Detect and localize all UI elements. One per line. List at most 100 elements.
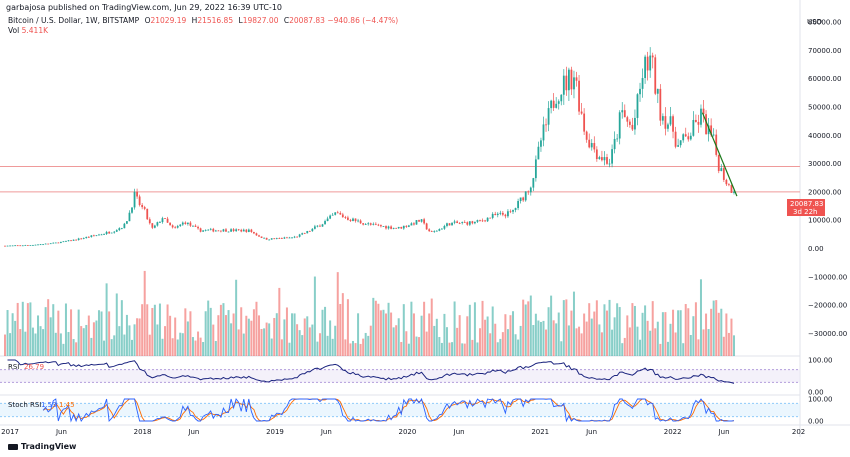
- volume-bar: [491, 306, 494, 356]
- volume-bar: [189, 311, 192, 356]
- candle-body: [608, 163, 611, 165]
- volume-bar: [115, 293, 118, 356]
- candle-body: [100, 234, 103, 236]
- candle-body: [410, 223, 413, 226]
- volume-bar: [651, 301, 654, 356]
- candle-body: [618, 112, 621, 139]
- volume-bar: [649, 330, 652, 356]
- volume-bar: [301, 335, 304, 356]
- volume-bar: [659, 343, 662, 356]
- candle-body: [250, 229, 253, 232]
- volume-bar: [445, 327, 448, 356]
- volume-bar: [250, 320, 253, 356]
- volume-bar: [9, 333, 12, 356]
- candle-body: [339, 212, 342, 215]
- volume-bar: [105, 283, 108, 356]
- price-axis-tick: 40000.00: [808, 132, 841, 140]
- high-label: H: [191, 16, 198, 25]
- candle-body: [194, 225, 197, 227]
- candle-body: [344, 217, 347, 218]
- volume-bar: [720, 308, 723, 356]
- candle-body: [143, 207, 146, 209]
- volume-bar: [672, 309, 675, 356]
- candle-body: [240, 229, 243, 232]
- candle-body: [402, 225, 405, 229]
- candle-body: [156, 222, 159, 226]
- volume-bar: [468, 304, 471, 356]
- volume-bar: [590, 318, 593, 356]
- volume-bar: [133, 324, 136, 356]
- volume-bar: [585, 321, 588, 356]
- rsi-value: 26.79: [24, 363, 44, 371]
- volume-bar: [240, 307, 243, 356]
- candle-body: [509, 211, 512, 213]
- volume-bar: [47, 299, 50, 356]
- candle-body: [26, 245, 29, 246]
- trend-line: [701, 112, 738, 197]
- candle-body: [138, 196, 141, 205]
- candle-body: [212, 228, 215, 232]
- candle-body: [227, 231, 230, 233]
- volume-bar: [580, 333, 583, 356]
- candle-body: [47, 243, 50, 245]
- close-label: C: [283, 16, 290, 25]
- candle-body: [235, 229, 238, 232]
- volume-bar: [263, 328, 266, 356]
- candle-body: [98, 234, 100, 236]
- candle-body: [301, 233, 304, 235]
- candle-body: [67, 240, 70, 242]
- volume-bar: [390, 312, 393, 356]
- candle-body: [583, 113, 586, 132]
- candle-body: [70, 240, 72, 242]
- volume-bar: [293, 313, 296, 356]
- candle-body: [601, 157, 603, 161]
- close-value: 20087.83: [289, 16, 325, 25]
- volume-bar: [550, 295, 553, 356]
- candle-body: [420, 219, 423, 222]
- volume-bar: [298, 330, 301, 356]
- volume-bar: [519, 325, 522, 356]
- volume-bar: [402, 304, 405, 356]
- candle-body: [62, 241, 65, 243]
- candle-body: [263, 237, 265, 239]
- tradingview-brand[interactable]: TradingView: [8, 442, 76, 451]
- symbol-label: Bitcoin / U.S. Dollar, 1W, BITSTAMP: [8, 16, 140, 25]
- volume-bar: [367, 335, 370, 356]
- time-axis-tick: 2021: [531, 428, 549, 436]
- candle-body: [471, 221, 474, 224]
- volume-bar: [537, 320, 540, 356]
- rsi-label: RSI: [8, 363, 19, 371]
- volume-bar: [435, 318, 438, 356]
- candle-body: [87, 236, 90, 238]
- candle-body: [484, 220, 486, 222]
- chart-legend: Bitcoin / U.S. Dollar, 1W, BITSTAMP O210…: [8, 16, 398, 36]
- volume-bar: [11, 313, 14, 356]
- candle-body: [623, 110, 626, 118]
- volume-bar: [39, 326, 42, 356]
- volume-bar: [636, 326, 639, 356]
- candle-body: [148, 219, 151, 224]
- volume-bar: [486, 316, 489, 356]
- candle-body: [65, 241, 67, 242]
- candle-body: [131, 207, 133, 213]
- volume-bar: [514, 334, 517, 356]
- candle-body: [245, 229, 248, 232]
- candle-body: [308, 231, 311, 232]
- stoch-d-line: [42, 398, 735, 422]
- candle-body: [491, 213, 494, 218]
- candle-body: [527, 191, 530, 193]
- volume-bar: [395, 325, 398, 356]
- candle-body: [634, 117, 636, 130]
- volume-bar: [506, 329, 509, 356]
- candle-body: [700, 108, 702, 125]
- price-axis-tick: 50000.00: [808, 104, 841, 112]
- volume-bar: [143, 270, 146, 356]
- volume-bar: [4, 334, 6, 356]
- volume-bar: [62, 343, 65, 356]
- volume-bar: [433, 325, 436, 356]
- volume-bar: [699, 279, 702, 356]
- candle-body: [186, 222, 189, 225]
- volume-bar: [707, 329, 710, 356]
- volume-bar: [362, 338, 365, 356]
